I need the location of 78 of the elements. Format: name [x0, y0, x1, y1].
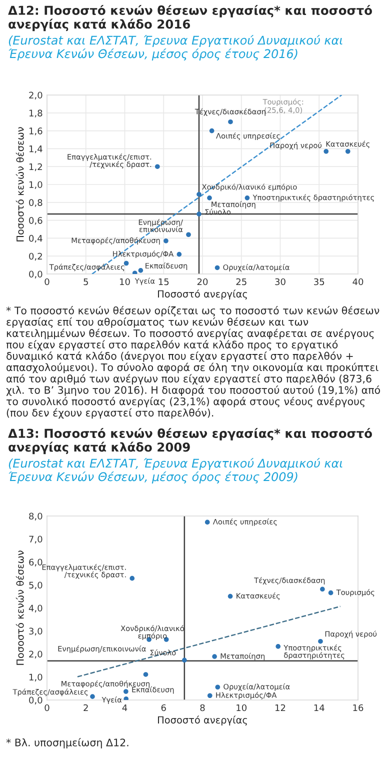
- x-tick-label: 0: [44, 704, 50, 712]
- point: [138, 268, 144, 273]
- x-tick-label: 25: [236, 278, 246, 286]
- y-tick-label: 0,0: [29, 696, 42, 704]
- chart-subtitle: (Eurostat και ΕΛΣΤΑΤ, Έρευνα Εργατικού Δυναμικού και Έρευνα Κενών Θέσεων, μέσος όρος έτους 2009): [8, 458, 342, 484]
- x-tick-label: 16: [353, 704, 364, 712]
- point: [164, 238, 168, 244]
- y-axis-title: Ποσοστό κενών θέσεων: [16, 550, 24, 665]
- y-tick-label: 1,6: [29, 128, 42, 136]
- x-tick-label: 4: [122, 704, 128, 712]
- point: [324, 148, 329, 154]
- x-tick-label: 10: [236, 704, 247, 712]
- x-tick-label: 20: [197, 278, 208, 286]
- point: [124, 260, 129, 266]
- y-tick-label: 1,8: [29, 110, 42, 118]
- x-tick-label: 8: [200, 704, 205, 712]
- point: [244, 196, 250, 200]
- y-tick-label: 0,2: [29, 252, 42, 261]
- y-tick-label: 5,0: [29, 582, 42, 590]
- y-tick-label: 2,0: [29, 650, 42, 658]
- point: [228, 119, 233, 124]
- y-tick-label: 0,8: [29, 199, 42, 207]
- x-tick-label: 2: [84, 704, 88, 712]
- point: [207, 196, 212, 200]
- y-tick-label: 1,0: [29, 181, 42, 189]
- point: [228, 594, 233, 599]
- x-tick-label: 35: [314, 278, 324, 286]
- point: [318, 638, 323, 644]
- y-tick-label: 0,4: [29, 234, 42, 243]
- x-tick-label: 0: [44, 278, 50, 286]
- point: [176, 252, 182, 257]
- point: [143, 672, 148, 677]
- chart-subtitle: (Eurostat και ΕΛΣΤΑΤ, Έρευνα Εργατικού Δυναμικού και Έρευνα Κενών Θέσεων, μέσος όρος έτους 2016): [8, 35, 342, 61]
- point: [215, 684, 220, 690]
- y-tick-label: 6,0: [29, 558, 42, 566]
- point: [212, 654, 217, 659]
- point: [214, 265, 220, 270]
- chart-title: Δ13: Ποσοστό κενών θέσεων εργασίας* και ποσοστό ανεργίας κατά κλάδο 2009: [8, 428, 372, 454]
- point: [186, 232, 191, 238]
- point: [124, 696, 129, 700]
- x-tick-label: 14: [314, 704, 324, 712]
- y-tick-label: 0,0: [29, 270, 42, 278]
- y-tick-label: 1,2: [29, 163, 42, 172]
- x-tick-label: 10: [120, 278, 130, 286]
- y-tick-label: 4,0: [28, 604, 42, 612]
- y-tick-label: 1,0: [29, 674, 42, 682]
- x-tick-label: 12: [276, 704, 286, 712]
- y-tick-label: 2,0: [29, 92, 42, 100]
- y-tick-label: 8,0: [29, 512, 42, 520]
- y-axis-title: Ποσοστό κενών θέσεων: [16, 127, 24, 242]
- x-tick-label: 30: [275, 278, 286, 286]
- point: [130, 576, 135, 581]
- point: [276, 644, 281, 649]
- point: [155, 164, 160, 170]
- y-tick-label: 0,6: [29, 217, 42, 225]
- point: [207, 693, 212, 698]
- y-tick-label: 1,4: [29, 146, 42, 154]
- point: [328, 590, 334, 596]
- x-tick-label: 15: [158, 278, 169, 286]
- point: [209, 128, 214, 134]
- point: [196, 212, 202, 216]
- point: [196, 192, 202, 197]
- point: [90, 694, 95, 699]
- x-axis-title: Ποσοστό ανεργίας: [158, 290, 247, 300]
- text: * Το ποσοστό κενών θέσεων ορίζεται ως το ποσοστό των κενών θέσεων εργασίας επί του αθροίσματος των κενών θέσεων και των κατειλημμένων θέσεων. Το ποσοστό ανεργίας αναφέρεται σε ανέργους που είχαν εργαστεί στο παρελθόν κατά κλάδο προς το εργατικό δυναμικό κατά κλάδο (άνεργοι που είχαν εργαστεί στο παρελθόν + απασχολούμενοι). Το σύνολο αφορά σε όλη την οικονομία και προκύπτει από τον αριθμό των ανέργων που είχαν εργαστεί στο παρελθόν (873,6 χιλ. το Β’ 3μηνο του 2016). Η διαφορά του ποσοστού αυτού (19,1%) από το συνολικό ποσοστό ανεργίας (23,1%) αφορά στους νέους ανέργους (που δεν έχουν εργαστεί στο παρελθόν).: [6, 306, 380, 419]
- point: [345, 148, 350, 154]
- y-tick-label: 7,0: [29, 536, 42, 544]
- chart-title: Δ12: Ποσοστό κενών θέσεων εργασίας* και ποσοστό ανεργίας κατά κλάδο 2016: [8, 5, 372, 32]
- x-tick-label: 6: [161, 704, 166, 712]
- x-tick-label: 5: [84, 278, 88, 286]
- point: [182, 658, 187, 663]
- y-tick-label: 3,0: [29, 628, 42, 636]
- point: [204, 520, 210, 525]
- point: [124, 689, 128, 694]
- point: [320, 586, 325, 592]
- x-axis-title: Ποσοστό ανεργίας: [158, 716, 247, 726]
- text: * Βλ. υποσημείωση Δ12.: [6, 738, 128, 748]
- x-tick-label: 40: [352, 278, 364, 286]
